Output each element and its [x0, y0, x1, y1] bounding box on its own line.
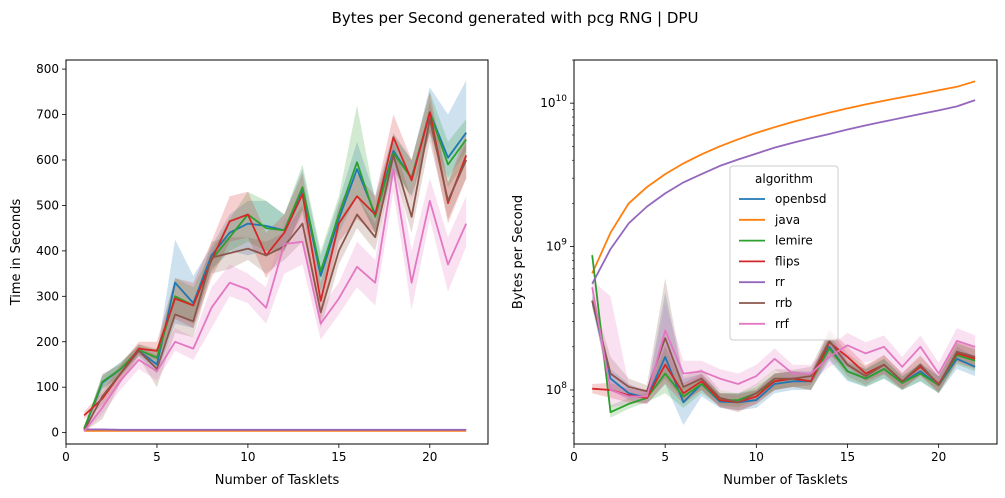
- legend-label-rrb: rrb: [775, 296, 792, 310]
- series-line-rr: [591, 99, 976, 285]
- right-chart-y-axis-label: Bytes per Second: [511, 195, 526, 309]
- series-line-rrf: [83, 168, 468, 432]
- x-tick-label: 0: [570, 450, 578, 464]
- band-openbsd: [84, 80, 467, 431]
- band-rrb: [84, 100, 467, 432]
- band-rrf: [592, 280, 976, 408]
- band-flips: [84, 91, 467, 420]
- x-tick-label: 0: [62, 450, 70, 464]
- y-tick-label: 400: [36, 244, 59, 258]
- series-line-openbsd: [591, 300, 976, 404]
- y-tick-label: 700: [36, 108, 59, 122]
- legend-label-openbsd: openbsd: [775, 192, 826, 206]
- left-chart-x-ticks: 0 5 10 15 20: [62, 444, 437, 464]
- legend: algorithm openbsd java lemire flips rr rrb rrf: [729, 165, 839, 341]
- x-tick-label: 15: [331, 450, 346, 464]
- series-line-rrf: [591, 287, 976, 398]
- left-chart-y-axis-label: Time in Seconds: [9, 199, 24, 307]
- series-line-lemire: [83, 111, 467, 429]
- y-tick-label: 500: [36, 198, 59, 212]
- right-chart-x-ticks: 0 5 10 15 20: [570, 444, 946, 464]
- y-tick-label: 100: [36, 380, 59, 394]
- y-tick-label: 1010: [540, 94, 567, 110]
- legend-label-flips: flips: [775, 254, 800, 268]
- series-line-java: [591, 80, 976, 274]
- band-rrb: [592, 278, 976, 413]
- legend-label-lemire: lemire: [775, 234, 813, 248]
- right-chart-frame: [573, 59, 998, 445]
- right-chart: 0 5 10 15 20 108 109 1010 Number of Tasklets B…: [511, 59, 998, 488]
- left-chart-plot-area: [83, 80, 468, 433]
- x-tick-label: 20: [931, 450, 946, 464]
- legend-label-rrf: rrf: [775, 317, 790, 331]
- left-chart-x-axis-label: Number of Tasklets: [215, 473, 340, 488]
- left-chart-frame: [65, 59, 489, 445]
- figure-title: Bytes per Second generated with pcg RNG …: [332, 9, 699, 27]
- right-chart-x-axis-label: Number of Tasklets: [723, 473, 848, 488]
- y-tick-label: 0: [51, 426, 59, 440]
- left-chart-y-ticks: 0 100 200 300 400 500 600 700 800: [36, 62, 66, 440]
- right-chart-plot-area: [591, 80, 976, 425]
- x-tick-label: 15: [840, 450, 855, 464]
- y-tick-label: 108: [546, 381, 567, 397]
- right-chart-y-ticks: 108 109 1010: [540, 59, 574, 434]
- legend-title: algorithm: [755, 172, 813, 186]
- x-tick-label: 20: [422, 450, 437, 464]
- legend-label-rr: rr: [775, 275, 785, 289]
- y-tick-label: 300: [36, 289, 59, 303]
- legend-label-java: java: [774, 213, 800, 227]
- band-rrf: [84, 146, 467, 433]
- series-line-flips: [83, 111, 468, 417]
- x-tick-label: 5: [153, 450, 161, 464]
- band-openbsd: [592, 292, 976, 425]
- x-tick-label: 5: [661, 450, 669, 464]
- legend-box: [729, 165, 839, 341]
- band-lemire: [592, 249, 976, 418]
- x-tick-label: 10: [749, 450, 764, 464]
- y-tick-label: 600: [36, 153, 59, 167]
- x-tick-label: 10: [240, 450, 255, 464]
- series-line-rrb: [83, 118, 468, 431]
- left-chart: 0 5 10 15 20 0 100 200 300 400 500 600 700 800 Numbe…: [9, 59, 489, 488]
- y-tick-label: 109: [546, 238, 567, 254]
- y-tick-label: 800: [36, 62, 59, 76]
- y-tick-label: 200: [36, 335, 59, 349]
